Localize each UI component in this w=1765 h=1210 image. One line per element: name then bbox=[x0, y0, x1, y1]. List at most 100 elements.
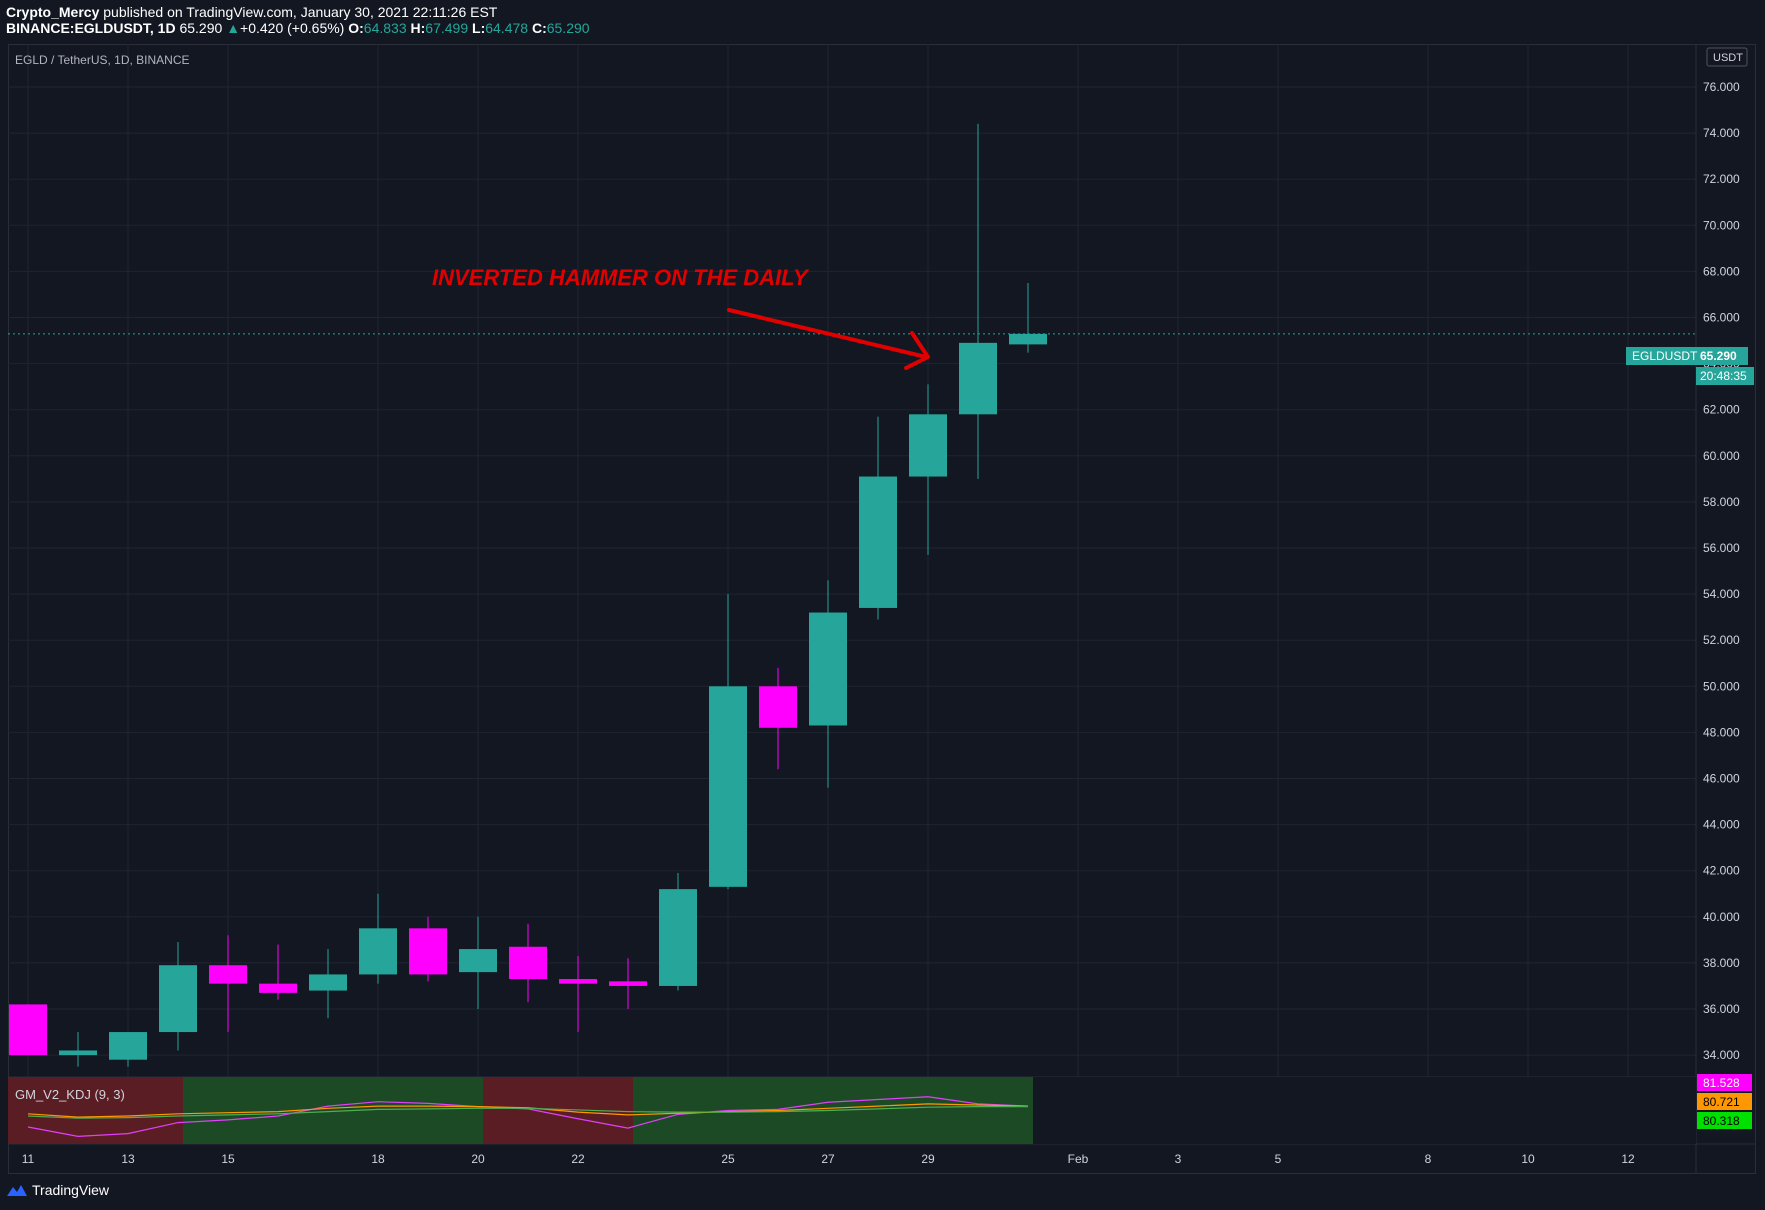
y-tick-label: 76.000 bbox=[1703, 80, 1740, 94]
candle[interactable] bbox=[1009, 282, 1047, 353]
candle[interactable] bbox=[909, 384, 947, 555]
indicator-value-tag bbox=[1697, 1074, 1752, 1091]
candle-body bbox=[209, 965, 247, 984]
indicator-bands bbox=[8, 1077, 1033, 1144]
x-tick-label: 3 bbox=[1175, 1152, 1182, 1166]
y-tick-label: 72.000 bbox=[1703, 172, 1740, 186]
published-text: published on TradingView.com, January 30… bbox=[103, 4, 498, 20]
tradingview-logo-icon bbox=[7, 1185, 27, 1196]
x-tick-label: 11 bbox=[22, 1152, 35, 1166]
last-price: 65.290 bbox=[179, 20, 223, 36]
candle[interactable] bbox=[759, 667, 797, 770]
candle[interactable] bbox=[359, 893, 397, 984]
candle-body bbox=[109, 1032, 147, 1060]
y-tick-label: 38.000 bbox=[1703, 956, 1740, 970]
candle-body bbox=[409, 928, 447, 975]
x-tick-label: 15 bbox=[221, 1152, 235, 1166]
candle[interactable] bbox=[109, 1032, 147, 1067]
candle[interactable] bbox=[959, 123, 997, 479]
y-tick-label: 66.000 bbox=[1703, 311, 1740, 325]
y-tick-label: 44.000 bbox=[1703, 818, 1740, 832]
open-label: O: bbox=[348, 20, 364, 36]
candle-body bbox=[359, 928, 397, 975]
x-tick-label: 20 bbox=[471, 1152, 485, 1166]
candle[interactable] bbox=[709, 594, 747, 890]
x-tick-label: 5 bbox=[1275, 1152, 1282, 1166]
candle[interactable] bbox=[859, 416, 897, 620]
y-tick-label: 42.000 bbox=[1703, 864, 1740, 878]
open-value: 64.833 bbox=[363, 20, 407, 36]
candle-body bbox=[159, 965, 197, 1033]
candle-body bbox=[559, 979, 597, 984]
indicator-value-tag bbox=[1697, 1093, 1752, 1110]
candle[interactable] bbox=[509, 923, 547, 1003]
y-tick-label: 68.000 bbox=[1703, 264, 1740, 278]
candle-body bbox=[659, 889, 697, 986]
low-label: L: bbox=[472, 20, 486, 36]
candle-body bbox=[509, 946, 547, 980]
candle[interactable] bbox=[459, 916, 497, 1009]
indicator-value-tags: 81.528 80.721 80.318 bbox=[1697, 1074, 1752, 1129]
candle[interactable] bbox=[259, 944, 297, 1000]
indicator-band bbox=[183, 1077, 483, 1144]
candle-body bbox=[959, 342, 997, 415]
chart-frame[interactable] bbox=[8, 44, 1756, 1174]
candle[interactable] bbox=[209, 935, 247, 1033]
indicator-value: 80.721 bbox=[1703, 1095, 1740, 1109]
candle[interactable] bbox=[809, 580, 847, 788]
close-value: 65.290 bbox=[546, 20, 590, 36]
author-name[interactable]: Crypto_Mercy bbox=[6, 4, 100, 20]
y-tick-label: 48.000 bbox=[1703, 725, 1740, 739]
price-tag-countdown: 20:48:35 bbox=[1700, 369, 1747, 383]
y-axis: 76.00074.00072.00070.00068.00066.00064.0… bbox=[1703, 80, 1740, 1062]
y-tick-label: 50.000 bbox=[1703, 679, 1740, 693]
indicator-lines bbox=[27, 1096, 1029, 1137]
candle-body bbox=[459, 949, 497, 973]
x-tick-label: 25 bbox=[721, 1152, 735, 1166]
price-tag-value: 65.290 bbox=[1700, 349, 1737, 363]
candle[interactable] bbox=[659, 873, 697, 991]
footer[interactable]: TradingView bbox=[6, 1182, 109, 1198]
y-tick-label: 52.000 bbox=[1703, 633, 1740, 647]
price-tag: EGLDUSDT 65.290 20:48:35 bbox=[1626, 347, 1754, 385]
candle[interactable] bbox=[309, 949, 347, 1019]
indicator-name[interactable]: GM_V2_KDJ (9, 3) bbox=[15, 1087, 125, 1102]
annotation-text: INVERTED HAMMER ON THE DAILY bbox=[432, 265, 810, 290]
candle[interactable] bbox=[409, 916, 447, 982]
candle[interactable] bbox=[159, 942, 197, 1051]
x-tick-label: 27 bbox=[821, 1152, 835, 1166]
candle[interactable] bbox=[9, 1004, 47, 1056]
x-tick-label: Feb bbox=[1068, 1152, 1089, 1166]
y-tick-label: 40.000 bbox=[1703, 910, 1740, 924]
chart-header: Crypto_Mercy published on TradingView.co… bbox=[6, 4, 590, 36]
candle[interactable] bbox=[559, 955, 597, 1033]
candle-body bbox=[859, 476, 897, 608]
candle-body bbox=[709, 686, 747, 887]
candle-body bbox=[1009, 333, 1047, 345]
x-tick-label: 8 bbox=[1425, 1152, 1432, 1166]
indicator-value: 80.318 bbox=[1703, 1114, 1740, 1128]
high-value: 67.499 bbox=[425, 20, 469, 36]
y-tick-label: 62.000 bbox=[1703, 403, 1740, 417]
candle-body bbox=[259, 983, 297, 993]
y-tick-label: 74.000 bbox=[1703, 126, 1740, 140]
x-axis: 11 13 15 18 20 22 25 27 29 Feb 3 5 8 10 12 bbox=[22, 1152, 1635, 1166]
annotation-arrow bbox=[727, 308, 930, 370]
candle[interactable] bbox=[59, 1032, 97, 1067]
change-arrow-icon: ▲ bbox=[226, 20, 241, 36]
price-tag-symbol: EGLDUSDT bbox=[1632, 349, 1698, 363]
y-tick-label: 56.000 bbox=[1703, 541, 1740, 555]
x-tick-label: 22 bbox=[571, 1152, 585, 1166]
currency-label: USDT bbox=[1713, 52, 1743, 64]
y-tick-label: 60.000 bbox=[1703, 449, 1740, 463]
candle[interactable] bbox=[609, 958, 647, 1009]
x-tick-label: 10 bbox=[1521, 1152, 1535, 1166]
currency-box[interactable]: USDT bbox=[1706, 47, 1748, 67]
indicator-value-tag bbox=[1697, 1112, 1752, 1129]
brand-name: TradingView bbox=[32, 1182, 110, 1198]
chart-title: EGLD / TetherUS, 1D, BINANCE bbox=[15, 53, 190, 67]
x-tick-label: 12 bbox=[1621, 1152, 1635, 1166]
price-change: +0.420 (+0.65%) bbox=[240, 20, 345, 36]
candle-body bbox=[609, 981, 647, 986]
